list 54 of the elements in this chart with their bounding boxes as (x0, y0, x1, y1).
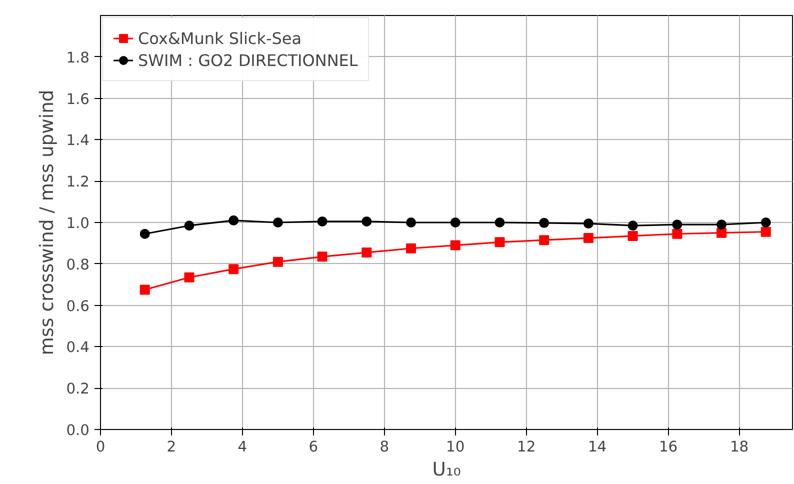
y-tick-label: 1.2 (66, 174, 90, 191)
point (628, 220, 638, 231)
point (317, 216, 328, 226)
point (716, 220, 727, 230)
x-tick-label: 12 (517, 438, 536, 456)
y-tick-label: 1.0 (66, 215, 90, 232)
point (140, 228, 150, 239)
point (228, 215, 239, 226)
point (672, 220, 682, 230)
point (583, 233, 594, 244)
point (406, 218, 416, 228)
point (494, 237, 505, 248)
y-tick-label: 0.8 (66, 256, 90, 274)
point (406, 243, 416, 254)
point (672, 228, 682, 239)
point (628, 230, 638, 241)
point (539, 218, 550, 228)
x-tick-label: 0 (96, 438, 106, 456)
y-tick-label: 0.6 (66, 298, 90, 315)
point (539, 235, 550, 246)
point (184, 272, 194, 282)
point (583, 218, 594, 229)
x-tick-label: 10 (446, 438, 465, 456)
point (494, 218, 505, 228)
x-tick-label: 4 (238, 438, 248, 456)
y-tick-label: 0.2 (66, 380, 90, 398)
x-tick-label: 8 (380, 438, 390, 456)
point (362, 248, 372, 258)
y-tick-label: 1.6 (66, 90, 90, 108)
point (450, 218, 460, 228)
point (317, 252, 328, 262)
y-tick-label: 1.8 (66, 49, 90, 66)
point (760, 218, 771, 228)
x-tick-label: 18 (730, 438, 749, 456)
point (272, 256, 283, 267)
point (228, 264, 239, 274)
point (760, 226, 771, 237)
point (450, 240, 460, 250)
point (362, 216, 372, 226)
legend-label: SWIM : GO2 DIRECTIONNEL (138, 50, 358, 70)
y-tick-label: 0.4 (66, 339, 90, 356)
x-tick-label: 6 (308, 438, 318, 456)
x-tick-label: 2 (166, 438, 176, 456)
x-tick-label: 14 (588, 438, 607, 456)
y-axis-title: mss crosswind / mss upwind (37, 90, 58, 356)
point (184, 220, 194, 231)
legend-label: Cox&Munk Slick-Sea (138, 28, 302, 48)
x-axis-title: U₁₀ (432, 460, 461, 480)
y-tick-label: 0.0 (66, 422, 90, 439)
x-tick-label: 16 (658, 438, 678, 456)
y-tick-label: 1.4 (66, 132, 90, 150)
point (140, 284, 150, 295)
point (716, 228, 727, 238)
point (272, 218, 283, 228)
